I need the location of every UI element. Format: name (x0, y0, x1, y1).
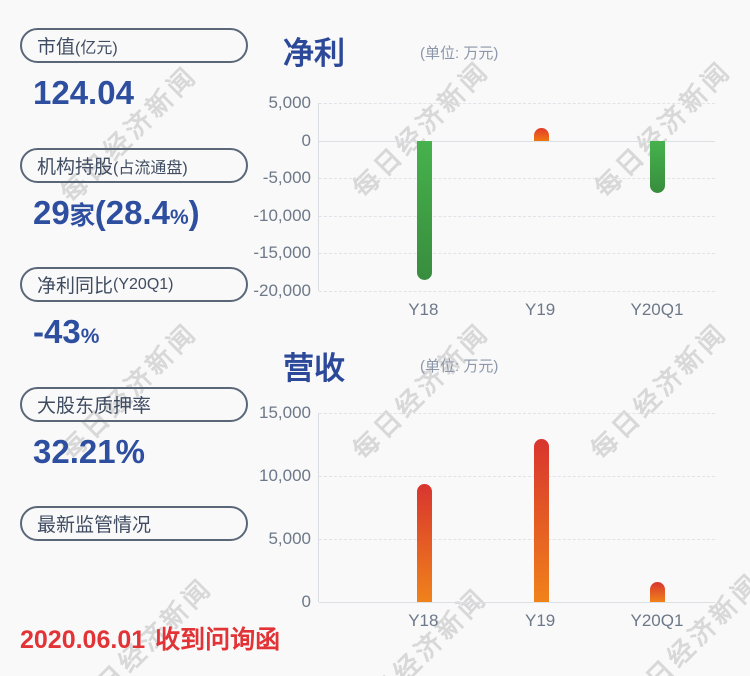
bar-Y18 (416, 140, 432, 280)
stat-value-net-profit-yoy: -43% (33, 314, 255, 357)
value-part: % (169, 206, 189, 229)
x-axis-tick-label: Y20Q1 (630, 611, 684, 630)
value-part: 124.04 (33, 74, 134, 111)
gridline (319, 476, 715, 477)
stat-label-latest-regulation: 最新监管情况 (20, 506, 248, 541)
stat-label-net-profit-yoy: 净利同比 (Y20Q1) (20, 267, 248, 302)
revenue-chart-unit: (单位: 万元) (420, 358, 499, 375)
stat-label-institutional-holding: 机构持股 (占流通盘) (20, 148, 248, 183)
value-part: (28.4 (94, 194, 170, 231)
regulatory-note: 2020.06.01 收到问询函 (20, 620, 280, 656)
stat-label-text: 大股东质押率 (37, 396, 152, 417)
x-axis-tick-label: Y20Q1 (630, 300, 684, 319)
gridline (319, 178, 715, 180)
y-axis-tick-label: 15,000 (259, 403, 311, 422)
gridline (319, 539, 715, 540)
bar-Y19 (533, 439, 549, 602)
stat-card-institutional-holding: 机构持股 (占流通盘) 29家(28.4%) (20, 148, 255, 238)
stat-card-latest-regulation: 最新监管情况 (20, 506, 255, 541)
stat-value-institutional-holding: 29家(28.4%) (33, 195, 255, 238)
value-part: 32.21% (33, 433, 145, 470)
bar-Y18 (416, 483, 432, 602)
x-axis-tick-label: Y18 (408, 300, 439, 319)
regulatory-note-date: 2020.06.01 (20, 626, 146, 654)
value-part: 家 (69, 202, 95, 230)
stat-value-market-cap: 124.04 (33, 75, 255, 118)
stat-label-text: 机构持股 (37, 157, 114, 178)
net-profit-plot-area (318, 103, 715, 292)
x-axis-tick-label: Y19 (525, 300, 556, 319)
revenue-plot-area (318, 413, 715, 603)
value-part: 29 (33, 194, 70, 231)
gridline (319, 602, 715, 603)
stat-label-pledge-ratio: 大股东质押率 (20, 387, 248, 422)
stat-value-pledge-ratio: 32.21% (33, 434, 255, 477)
net-profit-chart-unit: (单位: 万元) (420, 45, 499, 62)
net-profit-chart-title: 净利 (283, 36, 345, 71)
gridline (319, 215, 715, 217)
y-axis-tick-label: 0 (301, 592, 311, 611)
x-axis-tick-label: Y19 (525, 611, 556, 630)
stat-label-text: 市值 (37, 37, 76, 58)
bar-Y19 (533, 127, 549, 141)
gridline (319, 253, 715, 255)
stat-label-unit: (Y20Q1) (113, 275, 174, 293)
x-axis-tick-label: Y18 (408, 611, 439, 630)
y-axis-tick-label: 0 (301, 130, 311, 150)
stat-label-unit: (占流通盘) (113, 159, 188, 177)
gridline (319, 103, 715, 104)
y-axis-tick-label: -5,000 (262, 168, 311, 188)
stat-label-unit: (亿元) (75, 39, 118, 57)
stat-card-pledge-ratio: 大股东质押率 32.21% (20, 387, 255, 477)
gridline (319, 140, 715, 142)
stat-label-market-cap: 市值 (亿元) (20, 28, 248, 63)
revenue-chart: 15,000 10,000 5,000 0 Y18 Y19 Y20Q1 (230, 403, 730, 640)
net-profit-chart: 5,000 0 -5,000 -10,000 -15,000 -20,000 Y18 Y19 Y… (230, 93, 730, 330)
y-axis-tick-label: 10,000 (259, 466, 311, 485)
y-axis-tick-label: -15,000 (253, 243, 311, 263)
y-axis-tick-label: 5,000 (268, 93, 311, 112)
value-part: ) (188, 194, 200, 231)
value-part: -43 (33, 313, 81, 350)
value-part: % (80, 325, 100, 348)
gridline (319, 413, 715, 414)
bar-Y20Q1 (650, 581, 666, 602)
gridline (319, 291, 715, 292)
revenue-chart-title: 营收 (283, 351, 345, 386)
bar-Y20Q1 (650, 140, 666, 194)
stat-card-net-profit-yoy: 净利同比 (Y20Q1) -43% (20, 267, 255, 357)
y-axis-tick-label: -20,000 (253, 281, 311, 300)
stat-label-text: 最新监管情况 (37, 515, 152, 536)
y-axis-tick-label: -10,000 (253, 205, 311, 225)
y-axis-tick-label: 5,000 (268, 529, 311, 548)
stat-label-text: 净利同比 (37, 276, 114, 297)
stat-card-market-cap: 市值 (亿元) 124.04 (20, 28, 255, 118)
regulatory-note-text: 收到问询函 (155, 626, 281, 654)
